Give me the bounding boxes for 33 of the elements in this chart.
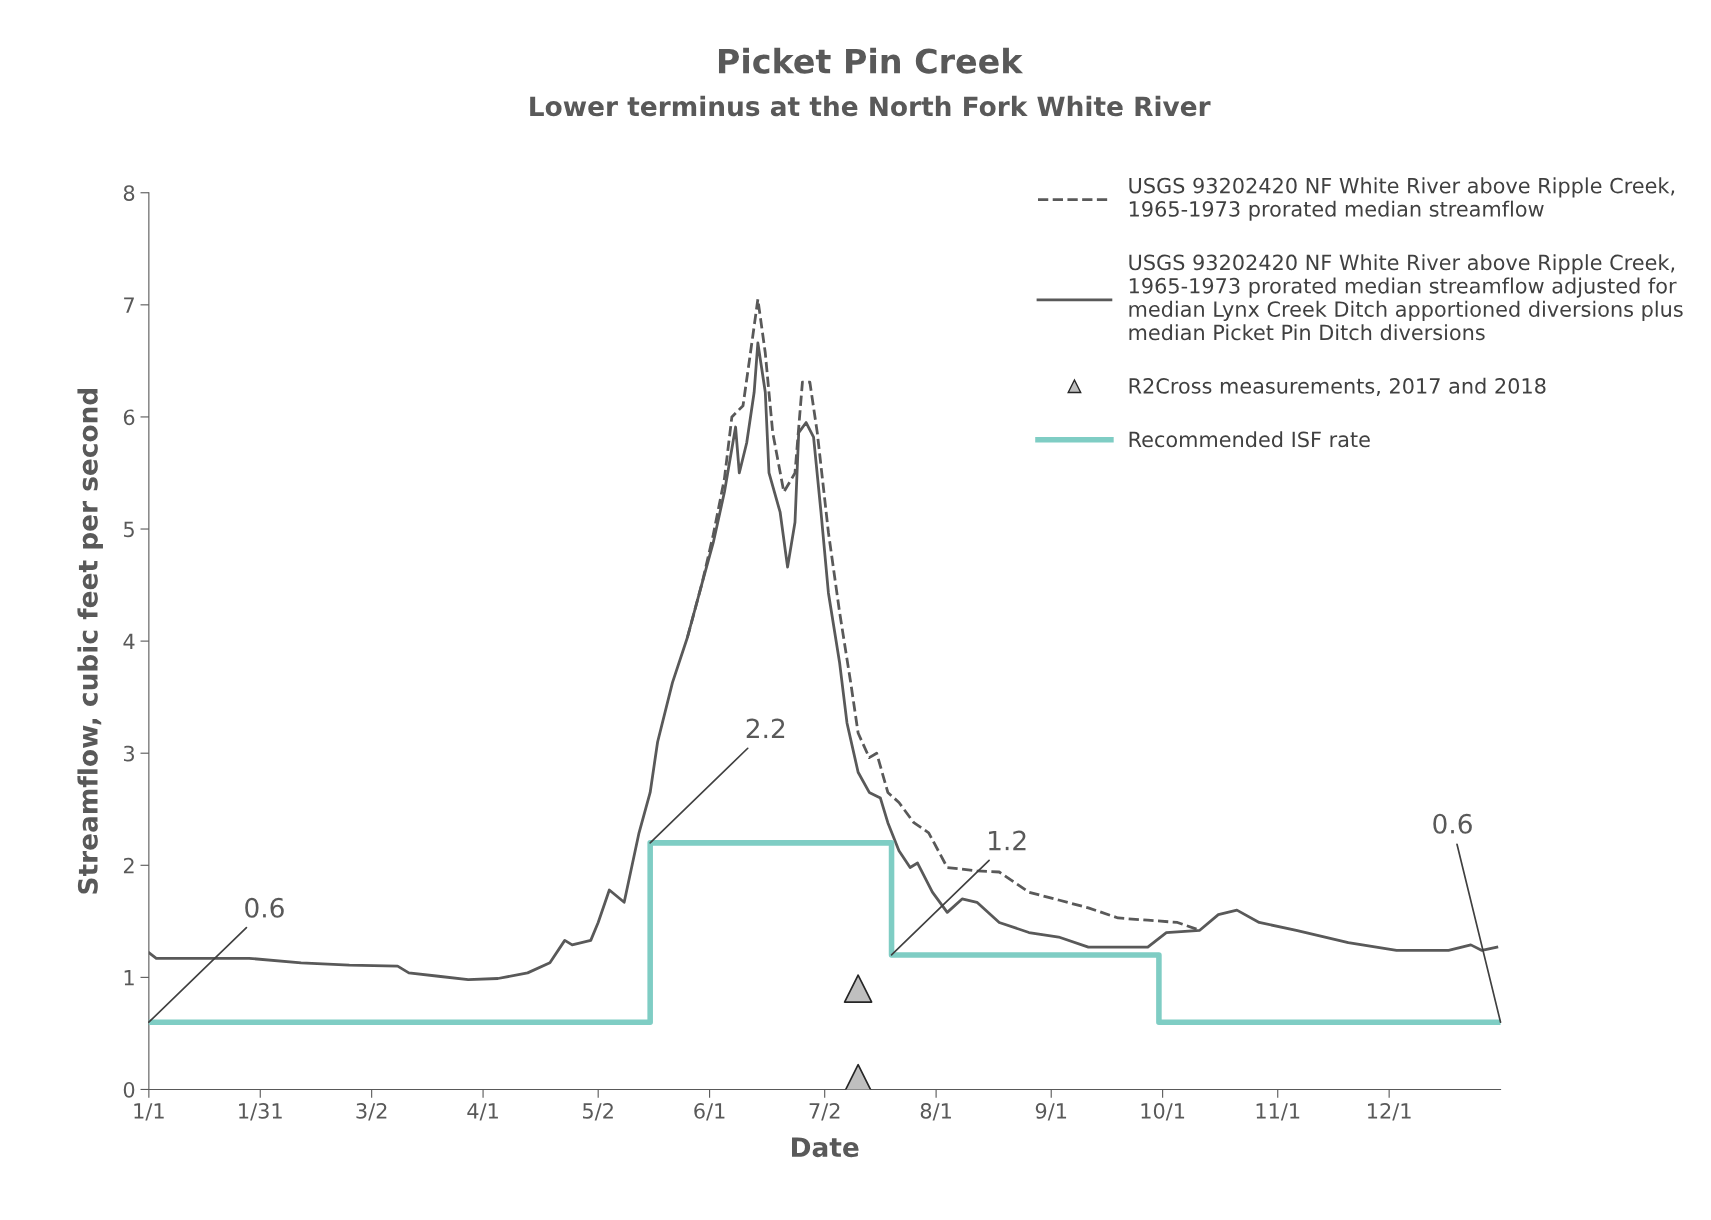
y-tick-label: 8 (123, 185, 135, 201)
legend-label: USGS 93202420 NF White River above Ripple Creek, 1965-1973 prorated median streamflow adjusted for median Lynx Creek Ditch apportioned diversions plus median Picket Pin Ditch diversions (1129, 254, 1683, 341)
y-tick-label: 7 (124, 297, 134, 313)
y-tick-label: 5 (124, 521, 134, 538)
x-axis-title: Date (792, 1137, 859, 1158)
x-tick-label: 7/2 (809, 1103, 840, 1121)
y-tick-label: 2 (123, 857, 134, 874)
annotation: 2.2 (746, 718, 785, 739)
y-tick-label: 6 (123, 409, 135, 426)
x-tick-label: 1/31 (239, 1103, 282, 1121)
x-tick-label: 12/1 (1368, 1103, 1411, 1121)
y-tick-label: 4 (123, 633, 135, 650)
annotation: 0.6 (1433, 813, 1472, 834)
y-tick-label: 3 (124, 745, 134, 762)
chart-subtitle: Lower terminus at the North Fork White River (530, 95, 1211, 117)
legend-label: R2Cross measurements, 2017 and 2018 (1129, 377, 1546, 396)
x-tick-label: 9/1 (1035, 1103, 1067, 1121)
x-tick-label: 5/2 (583, 1103, 613, 1121)
y-tick-label: 0 (123, 1081, 135, 1098)
chart-title: Picket Pin Creek (718, 47, 1024, 74)
annotation: 0.6 (245, 897, 284, 918)
x-tick-label: 4/1 (467, 1103, 498, 1121)
y-tick-label: 1 (124, 970, 134, 986)
x-tick-label: 8/1 (920, 1103, 951, 1121)
x-tick-label: 6/1 (694, 1103, 725, 1121)
x-tick-label: 1/1 (134, 1103, 164, 1121)
x-tick-label: 10/1 (1141, 1103, 1185, 1121)
y-axis-title: Streamflow, cubic feet per second (77, 388, 103, 894)
legend-label: USGS 93202420 NF White River above Ripple Creek, 1965-1973 prorated median streamflow (1129, 177, 1675, 221)
annotation: 1.2 (989, 830, 1026, 851)
legend-label: Recommended ISF rate (1129, 431, 1370, 448)
x-tick-label: 3/2 (356, 1103, 387, 1121)
x-tick-label: 11/1 (1256, 1103, 1300, 1121)
